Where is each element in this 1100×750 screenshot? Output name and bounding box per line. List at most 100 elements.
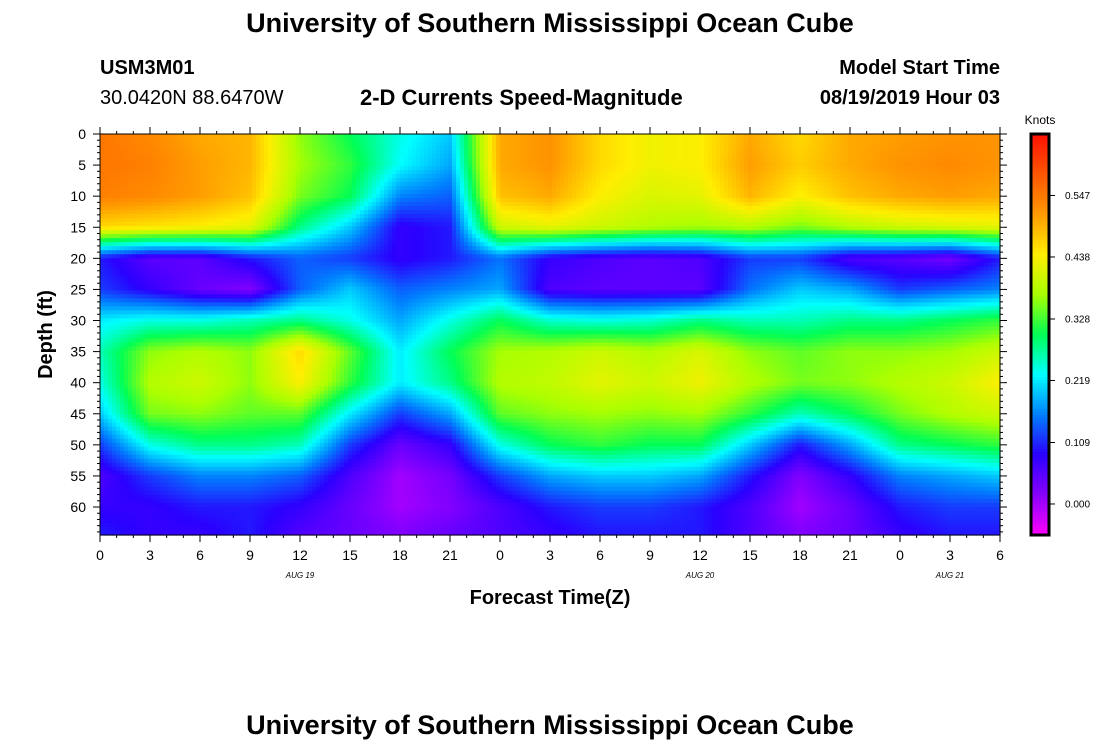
heatmap-cell [488,146,493,151]
heatmap-cell [536,142,541,147]
heatmap-cell [608,142,613,147]
heatmap-cell [872,134,877,139]
heatmap-cell [980,134,985,139]
heatmap-cell [104,150,109,155]
heatmap-cell [668,134,673,139]
heatmap-cell [896,150,901,155]
heatmap-cell [564,158,569,163]
heatmap-cell [696,146,701,151]
heatmap-cell [580,154,585,159]
heatmap-cell [940,150,945,155]
heatmap-cell [596,158,601,163]
heatmap-cell [196,142,201,147]
heatmap-cell [740,134,745,139]
heatmap-cell [676,138,681,143]
heatmap-cell [188,154,193,159]
heatmap-cell [952,154,957,159]
heatmap-cell [352,142,357,147]
heatmap-cell [508,142,513,147]
heatmap-cell [164,134,169,139]
heatmap-cell [644,154,649,159]
heatmap-cell [212,150,217,155]
heatmap-cell [280,142,285,147]
heatmap-cell [900,158,905,163]
heatmap-cell [788,158,793,163]
heatmap-cell [268,134,273,139]
heatmap-cell [224,138,229,143]
heatmap-cell [364,154,369,159]
heatmap-cell [800,154,805,159]
heatmap-cell [328,150,333,155]
heatmap-cell [872,146,877,151]
heatmap-cell [980,138,985,143]
heatmap-cell [832,158,837,163]
heatmap-cell [716,154,721,159]
heatmap-cell [532,150,537,155]
heatmap-cell [852,138,857,143]
heatmap-cell [820,142,825,147]
heatmap-cell [484,134,489,139]
heatmap-cell [780,158,785,163]
heatmap-cell [192,146,197,151]
heatmap-cell [556,150,561,155]
heatmap-cell [580,142,585,147]
heatmap-cell [140,134,145,139]
heatmap-cell [308,154,313,159]
heatmap-cell [300,146,305,151]
heatmap-cell [576,158,581,163]
heatmap-cell [160,146,165,151]
heatmap-cell [768,150,773,155]
heatmap-cell [220,154,225,159]
heatmap-cell [852,134,857,139]
heatmap-cell [428,138,433,143]
heatmap-cell [252,134,257,139]
heatmap-cell [864,146,869,151]
heatmap-cell [728,154,733,159]
heatmap-cell [764,158,769,163]
heatmap-cell [732,134,737,139]
heatmap-cell [228,138,233,143]
heatmap-cell [260,134,265,139]
heatmap-cell [804,138,809,143]
heatmap-cell [596,146,601,151]
heatmap-cell [228,146,233,151]
heatmap-cell [608,154,613,159]
heatmap-cell [660,150,665,155]
heatmap-cell [704,150,709,155]
heatmap-cell [564,134,569,139]
heatmap-cell [612,134,617,139]
heatmap-cell [220,146,225,151]
heatmap-cell [560,134,565,139]
heatmap-cell [100,146,105,151]
heatmap-cell [228,154,233,159]
heatmap-cell [200,146,205,151]
heatmap-cell [696,138,701,143]
heatmap-cell [488,138,493,143]
heatmap-cell [688,154,693,159]
heatmap-cell [664,134,669,139]
heatmap-cell [524,154,529,159]
heatmap-cell [600,146,605,151]
heatmap-cell [976,134,981,139]
heatmap-cell [496,158,501,163]
heatmap-cell [380,154,385,159]
heatmap-cell [628,146,633,151]
heatmap-cell [292,134,297,139]
heatmap-cell [392,154,397,159]
heatmap-cell [412,158,417,163]
heatmap-cell [572,158,577,163]
heatmap-cell [484,138,489,143]
heatmap-cell [316,138,321,143]
heatmap-cell [164,150,169,155]
heatmap-cell [152,150,157,155]
heatmap-cell [180,142,185,147]
heatmap-cell [804,154,809,159]
heatmap-cell [364,138,369,143]
heatmap-cell [920,150,925,155]
heatmap-cell [376,154,381,159]
heatmap-cells [100,134,1001,536]
heatmap-cell [784,142,789,147]
heatmap-cell [708,150,713,155]
heatmap-cell [664,146,669,151]
heatmap-cell [168,134,173,139]
